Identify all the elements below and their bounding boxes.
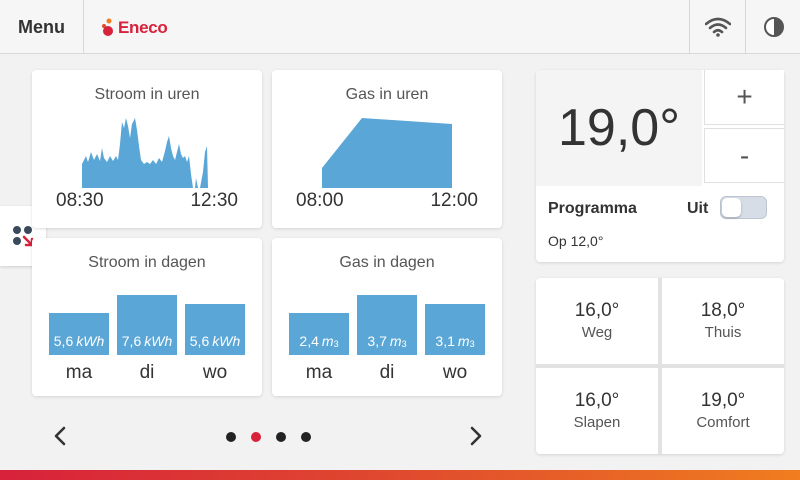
menu-button[interactable]: Menu bbox=[0, 0, 84, 54]
daily-bar: 5,6 kWh bbox=[185, 304, 245, 355]
end-time-label: 12:30 bbox=[190, 190, 238, 211]
preset-comfort-button[interactable]: 19,0° Comfort bbox=[662, 368, 784, 454]
half-moon-icon bbox=[763, 17, 784, 37]
day-label: di bbox=[139, 362, 155, 383]
stroom-dagen-card[interactable]: Stroom in dagen 5,6 kWh 7,6 kWh 5,6 kWh ma … bbox=[32, 238, 262, 396]
daily-bar: 2,4 m 3 bbox=[289, 313, 349, 355]
page-dot-1[interactable] bbox=[226, 432, 236, 442]
card-title: Gas in dagen bbox=[339, 254, 435, 271]
page-dot-3[interactable] bbox=[276, 432, 286, 442]
preset-temp: 16,0° bbox=[574, 390, 620, 411]
program-state-label: Uit bbox=[687, 200, 709, 217]
bar-unit: m bbox=[321, 333, 334, 349]
brand-gradient-bar bbox=[0, 470, 800, 480]
bar-unit-exponent: 3 bbox=[333, 339, 339, 349]
end-time-label: 12:00 bbox=[430, 190, 478, 211]
eneco-logo-icon bbox=[102, 18, 113, 36]
wifi-icon bbox=[704, 17, 731, 37]
day-label: ma bbox=[305, 362, 333, 383]
preset-name: Comfort bbox=[696, 414, 750, 431]
bar-value: 5,6 bbox=[189, 333, 210, 349]
gas-uren-card[interactable]: Gas in uren 08:00 12:00 bbox=[272, 70, 502, 228]
preset-weg-button[interactable]: 16,0° Weg bbox=[536, 278, 658, 364]
start-time-label: 08:30 bbox=[56, 190, 104, 211]
current-temperature: 19,0° bbox=[536, 70, 702, 186]
decrease-temperature-button[interactable]: - bbox=[704, 128, 784, 183]
eneco-logo: Eneco bbox=[100, 14, 168, 42]
chevron-right-icon bbox=[470, 426, 482, 446]
increase-temperature-button[interactable]: + bbox=[704, 70, 784, 125]
preset-slapen-button[interactable]: 16,0° Slapen bbox=[536, 368, 658, 454]
stroom-hourly-chart bbox=[82, 118, 208, 188]
program-toggle[interactable] bbox=[720, 196, 767, 219]
program-label: Programma bbox=[548, 200, 637, 217]
daily-bar: 5,6 kWh bbox=[49, 313, 109, 355]
wifi-button[interactable] bbox=[689, 0, 745, 54]
preset-temp: 18,0° bbox=[700, 300, 746, 321]
daily-bar: 3,7 m 3 bbox=[357, 295, 417, 355]
gas-dagen-card[interactable]: Gas in dagen 2,4 m 3 3,7 m 3 3,1 m 3 ma di wo bbox=[272, 238, 502, 396]
day-label: ma bbox=[65, 362, 93, 383]
preset-grid: 16,0° Weg 18,0° Thuis 16,0° Slapen 19,0°… bbox=[536, 278, 784, 454]
card-title: Gas in uren bbox=[345, 86, 429, 103]
bar-unit: m bbox=[389, 333, 402, 349]
bar-value: 3,7 bbox=[367, 333, 387, 349]
top-bar: Menu Eneco bbox=[0, 0, 800, 54]
daily-bar: 3,1 m 3 bbox=[425, 304, 485, 355]
apps-icon bbox=[13, 226, 34, 247]
thermostat-panel: 19,0° + - Programma Uit Op 12,0° bbox=[536, 70, 784, 262]
preset-name: Weg bbox=[581, 324, 613, 341]
preset-name: Thuis bbox=[704, 324, 742, 341]
bar-value: 5,6 bbox=[53, 333, 74, 349]
bar-unit: kWh bbox=[76, 333, 105, 349]
preset-temp: 19,0° bbox=[700, 390, 746, 411]
logo-text: Eneco bbox=[118, 18, 168, 37]
day-label: di bbox=[379, 362, 395, 383]
start-time-label: 08:00 bbox=[296, 190, 344, 211]
page-dot-2-active[interactable] bbox=[251, 432, 261, 442]
bar-value: 7,6 bbox=[121, 333, 142, 349]
bar-unit-exponent: 3 bbox=[469, 339, 475, 349]
program-setpoint: Op 12,0° bbox=[548, 233, 604, 249]
bar-unit-exponent: 3 bbox=[401, 339, 407, 349]
day-label: wo bbox=[202, 362, 228, 383]
day-label: wo bbox=[442, 362, 468, 383]
theme-toggle-button[interactable] bbox=[745, 0, 800, 54]
preset-name: Slapen bbox=[573, 414, 621, 431]
next-page-button[interactable] bbox=[464, 424, 488, 448]
page-dot-4[interactable] bbox=[301, 432, 311, 442]
previous-page-button[interactable] bbox=[48, 424, 72, 448]
bar-value: 3,1 bbox=[435, 333, 455, 349]
toggle-knob bbox=[722, 198, 741, 217]
card-title: Stroom in dagen bbox=[88, 254, 206, 271]
gas-hourly-chart bbox=[322, 118, 452, 188]
bar-unit: kWh bbox=[212, 333, 241, 349]
bar-unit: kWh bbox=[144, 333, 173, 349]
chevron-left-icon bbox=[54, 426, 66, 446]
bar-unit: m bbox=[457, 333, 470, 349]
bar-value: 2,4 bbox=[299, 333, 319, 349]
stroom-uren-card[interactable]: Stroom in uren 08:30 12:30 bbox=[32, 70, 262, 228]
daily-bar: 7,6 kWh bbox=[117, 295, 177, 355]
card-title: Stroom in uren bbox=[94, 86, 200, 103]
preset-thuis-button[interactable]: 18,0° Thuis bbox=[662, 278, 784, 364]
preset-temp: 16,0° bbox=[574, 300, 620, 321]
